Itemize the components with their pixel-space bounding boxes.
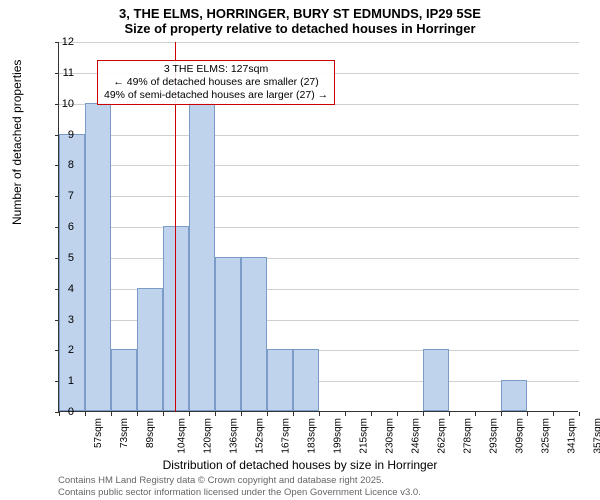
xtick-label: 89sqm	[145, 418, 156, 448]
histogram-bar	[423, 349, 449, 411]
chart: 57sqm73sqm89sqm104sqm120sqm136sqm152sqm1…	[58, 42, 578, 412]
annotation-box: 3 THE ELMS: 127sqm← 49% of detached hous…	[97, 60, 335, 105]
ytick-label: 6	[46, 221, 74, 233]
histogram-bar	[189, 103, 215, 411]
xtick-mark	[475, 412, 476, 416]
gridline	[59, 165, 579, 166]
ytick-label: 0	[46, 406, 74, 418]
histogram-bar	[85, 103, 111, 411]
footer-attribution: Contains HM Land Registry data © Crown c…	[58, 475, 421, 498]
histogram-bar	[59, 134, 85, 412]
xtick-mark	[397, 412, 398, 416]
gridline	[59, 135, 579, 136]
ytick-label: 11	[46, 67, 74, 79]
gridline	[59, 258, 579, 259]
annotation-line2: ← 49% of detached houses are smaller (27…	[104, 76, 328, 89]
xtick-label: 167sqm	[281, 418, 292, 454]
ytick-label: 5	[46, 252, 74, 264]
footer-line2: Contains public sector information licen…	[58, 487, 421, 498]
xtick-mark	[85, 412, 86, 416]
histogram-bar	[267, 349, 293, 411]
xtick-mark	[293, 412, 294, 416]
gridline	[59, 227, 579, 228]
y-axis-label: Number of detached properties	[10, 60, 24, 225]
xtick-mark	[163, 412, 164, 416]
xtick-mark	[553, 412, 554, 416]
xtick-label: 278sqm	[463, 418, 474, 454]
histogram-bar	[293, 349, 319, 411]
xtick-label: 120sqm	[203, 418, 214, 454]
xtick-label: 183sqm	[307, 418, 318, 454]
xtick-mark	[579, 412, 580, 416]
ytick-label: 4	[46, 283, 74, 295]
xtick-label: 230sqm	[385, 418, 396, 454]
ytick-label: 1	[46, 375, 74, 387]
ytick-label: 2	[46, 344, 74, 356]
xtick-label: 104sqm	[177, 418, 188, 454]
ytick-label: 8	[46, 159, 74, 171]
xtick-label: 341sqm	[567, 418, 578, 454]
gridline	[59, 196, 579, 197]
ytick-label: 3	[46, 314, 74, 326]
xtick-mark	[501, 412, 502, 416]
histogram-bar	[111, 349, 137, 411]
xtick-mark	[215, 412, 216, 416]
xtick-label: 152sqm	[255, 418, 266, 454]
xtick-mark	[111, 412, 112, 416]
xtick-mark	[189, 412, 190, 416]
histogram-bar	[241, 257, 267, 411]
xtick-mark	[345, 412, 346, 416]
xtick-label: 199sqm	[333, 418, 344, 454]
title-subtitle: Size of property relative to detached ho…	[0, 21, 600, 40]
xtick-label: 309sqm	[515, 418, 526, 454]
xtick-label: 325sqm	[541, 418, 552, 454]
xtick-mark	[137, 412, 138, 416]
xtick-mark	[527, 412, 528, 416]
xtick-mark	[241, 412, 242, 416]
xtick-label: 136sqm	[229, 418, 240, 454]
ytick-label: 10	[46, 98, 74, 110]
xtick-mark	[371, 412, 372, 416]
xtick-mark	[319, 412, 320, 416]
plot-area: 57sqm73sqm89sqm104sqm120sqm136sqm152sqm1…	[58, 42, 578, 412]
ytick-label: 7	[46, 190, 74, 202]
x-axis-label: Distribution of detached houses by size …	[0, 458, 600, 472]
xtick-label: 357sqm	[593, 418, 600, 454]
histogram-bar	[501, 380, 527, 411]
xtick-mark	[449, 412, 450, 416]
gridline	[59, 42, 579, 43]
xtick-label: 293sqm	[489, 418, 500, 454]
annotation-line1: 3 THE ELMS: 127sqm	[104, 63, 328, 76]
xtick-label: 57sqm	[93, 418, 104, 448]
xtick-label: 246sqm	[411, 418, 422, 454]
xtick-label: 73sqm	[119, 418, 130, 448]
xtick-label: 215sqm	[359, 418, 370, 454]
histogram-bar	[215, 257, 241, 411]
annotation-line3: 49% of semi-detached houses are larger (…	[104, 89, 328, 102]
footer-line1: Contains HM Land Registry data © Crown c…	[58, 475, 421, 486]
xtick-mark	[423, 412, 424, 416]
ytick-label: 9	[46, 129, 74, 141]
histogram-bar	[137, 288, 163, 411]
xtick-mark	[267, 412, 268, 416]
title-address: 3, THE ELMS, HORRINGER, BURY ST EDMUNDS,…	[0, 0, 600, 21]
xtick-label: 262sqm	[437, 418, 448, 454]
ytick-label: 12	[46, 36, 74, 48]
